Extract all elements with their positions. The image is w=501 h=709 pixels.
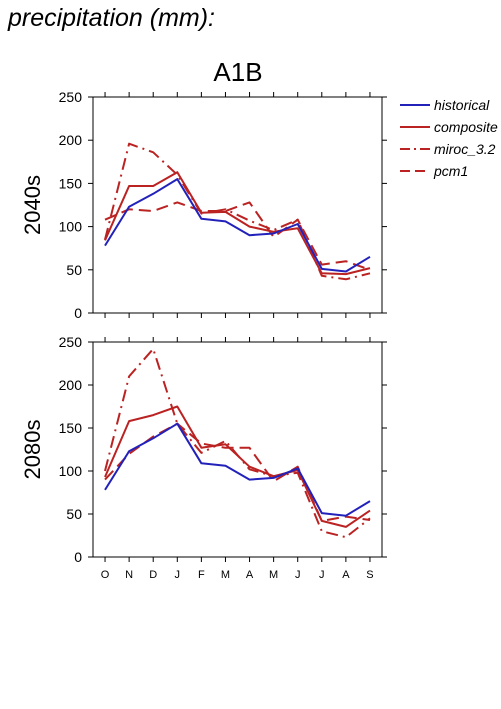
legend: historical composite miroc_3.2 pcm1 bbox=[400, 97, 498, 179]
y-tick-label: 50 bbox=[66, 506, 82, 522]
x-tick-label: F bbox=[198, 569, 205, 581]
panel-2040s: 0 50 100 150 200 250 2040s bbox=[20, 89, 387, 321]
series-line-composite bbox=[104, 405, 371, 528]
y-tick-label: 150 bbox=[59, 420, 83, 436]
x-tick-label: O bbox=[101, 569, 110, 581]
y-tick-label: 100 bbox=[59, 463, 83, 479]
plot-frame bbox=[92, 96, 383, 314]
x-tick-label: M bbox=[221, 569, 230, 581]
y-tick-label: 200 bbox=[59, 132, 83, 148]
y-axis-label: 2040s bbox=[20, 175, 45, 235]
x-tick-label: S bbox=[366, 569, 373, 581]
y-tick-label: 0 bbox=[74, 305, 82, 321]
y-tick-label: 250 bbox=[59, 89, 83, 105]
x-tick-label: J bbox=[295, 569, 301, 581]
chart-title: A1B bbox=[213, 57, 262, 87]
panel-2080s: 0 50 100 150 200 250 O N D J F M A M J J A S 2080s bbox=[20, 334, 387, 581]
series-line-historical bbox=[104, 422, 371, 517]
series-line-pcm1 bbox=[104, 201, 371, 271]
y-tick-label: 0 bbox=[74, 549, 82, 565]
series-line-miroc-3-2 bbox=[104, 142, 371, 281]
legend-label: historical bbox=[434, 97, 490, 113]
x-tick-label: A bbox=[246, 569, 254, 581]
page-title: precipitation (mm): bbox=[8, 4, 215, 32]
x-tick-label: J bbox=[175, 569, 181, 581]
y-tick-label: 200 bbox=[59, 377, 83, 393]
legend-label: composite bbox=[434, 119, 498, 135]
x-tick-label: M bbox=[269, 569, 278, 581]
plot-frame bbox=[92, 341, 383, 558]
x-tick-label: N bbox=[125, 569, 133, 581]
x-tick-label: D bbox=[149, 569, 157, 581]
series-line-composite bbox=[104, 171, 371, 276]
y-axis-label: 2080s bbox=[20, 420, 45, 480]
x-tick-label: J bbox=[319, 569, 325, 581]
series-line-historical bbox=[104, 178, 371, 273]
y-tick-label: 50 bbox=[66, 262, 82, 278]
y-tick-label: 250 bbox=[59, 334, 83, 350]
y-tick-label: 100 bbox=[59, 219, 83, 235]
y-tick-label: 150 bbox=[59, 175, 83, 191]
legend-label: miroc_3.2 bbox=[434, 141, 496, 157]
x-tick-label: A bbox=[342, 569, 350, 581]
legend-label: pcm1 bbox=[433, 163, 468, 179]
